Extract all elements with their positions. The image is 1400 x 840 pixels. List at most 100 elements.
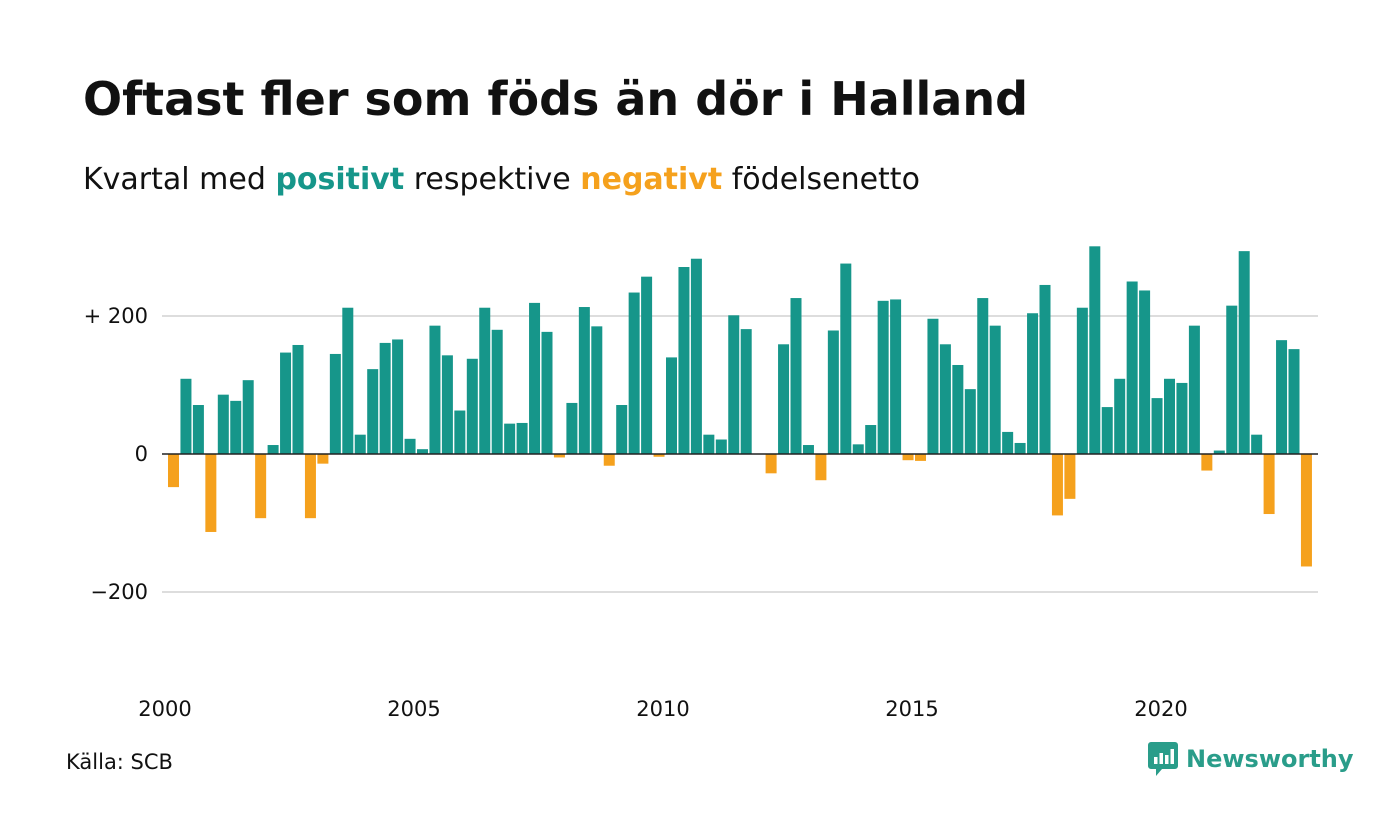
bar-positive — [1251, 434, 1263, 454]
bar-positive — [1288, 349, 1300, 454]
bar-positive — [242, 380, 254, 454]
bar-positive — [1076, 307, 1088, 454]
bar-positive — [329, 353, 341, 454]
newsworthy-logo-icon — [1148, 742, 1178, 776]
bar-positive — [1139, 290, 1151, 454]
bar-positive — [1176, 382, 1188, 454]
bar-negative — [205, 454, 217, 532]
bar-positive — [1126, 281, 1138, 454]
bar-positive — [566, 402, 578, 454]
bar-positive — [778, 344, 790, 454]
bar-positive — [1039, 284, 1051, 454]
bar-positive — [1151, 398, 1163, 454]
bar-negative — [1051, 454, 1063, 516]
bar-negative — [255, 454, 267, 519]
bar-positive — [354, 434, 366, 454]
bar-positive — [466, 358, 478, 454]
brand-name: Newsworthy — [1186, 745, 1354, 773]
bar-negative — [603, 454, 615, 466]
chart-subtitle: Kvartal med positivt respektive negativt… — [83, 162, 920, 197]
bar-negative — [1064, 454, 1076, 499]
bar-negative — [815, 454, 827, 481]
bar-positive — [591, 326, 603, 454]
bar-positive — [1002, 431, 1014, 454]
bar-positive — [964, 389, 976, 454]
bar-positive — [367, 369, 379, 454]
bar-positive — [877, 300, 889, 454]
bar-positive — [541, 331, 553, 454]
bar-positive — [454, 410, 466, 454]
bar-positive — [989, 325, 1001, 454]
y-tick-label: 0 — [135, 442, 148, 466]
bar-positive — [666, 357, 677, 454]
bar-positive — [703, 434, 715, 454]
bar-positive — [417, 449, 428, 454]
bar-positive — [939, 344, 951, 454]
subtitle-positive-word: positivt — [275, 162, 405, 197]
subtitle-suffix: födelsenetto — [731, 162, 920, 197]
bar-negative — [653, 454, 665, 457]
bar-negative — [168, 454, 179, 488]
bar-positive — [616, 405, 628, 454]
bar-positive — [1226, 305, 1238, 454]
subtitle-prefix: Kvartal med — [83, 162, 266, 197]
bar-positive — [690, 258, 702, 454]
x-tick-label: 2005 — [387, 697, 440, 721]
source-note: Källa: SCB — [66, 750, 173, 774]
bar-positive — [840, 263, 852, 454]
bar-positive — [628, 292, 640, 454]
subtitle-middle: respektive — [413, 162, 571, 197]
bar-positive — [504, 423, 516, 454]
bar-negative — [902, 454, 914, 461]
bar-positive — [728, 315, 740, 454]
bar-positive — [927, 318, 939, 454]
brand-logo: Newsworthy — [1148, 742, 1354, 776]
bar-negative — [553, 454, 565, 458]
x-tick-label: 2020 — [1134, 697, 1187, 721]
x-tick-label: 2000 — [138, 697, 191, 721]
bar-positive — [977, 298, 989, 454]
bar-positive — [230, 400, 242, 454]
bar-positive — [790, 298, 802, 454]
bar-positive — [1188, 325, 1200, 454]
bar-positive — [479, 307, 491, 454]
bar-positive — [578, 307, 590, 454]
bar-positive — [516, 422, 528, 454]
bar-positive — [192, 405, 204, 454]
bar-negative — [915, 454, 926, 461]
bar-positive — [217, 394, 229, 454]
bar-positive — [1014, 442, 1026, 454]
bar-positive — [379, 342, 391, 454]
y-tick-label: −200 — [90, 580, 148, 604]
bar-positive — [890, 299, 902, 454]
bar-negative — [1300, 454, 1312, 567]
x-tick-label: 2010 — [636, 697, 689, 721]
bar-positive — [641, 276, 653, 454]
chart-title: Oftast fler som föds än dör i Halland — [83, 72, 1028, 126]
bar-positive — [1164, 378, 1175, 454]
bar-positive — [441, 355, 453, 454]
bar-positive — [529, 302, 541, 454]
bar-negative — [765, 454, 777, 474]
bar-positive — [1101, 407, 1113, 454]
y-tick-label: + 200 — [84, 304, 148, 328]
bar-positive — [952, 364, 964, 454]
bar-negative — [317, 454, 329, 464]
bar-positive — [392, 339, 404, 454]
bar-positive — [1213, 450, 1225, 454]
bar-positive — [342, 307, 354, 454]
bar-positive — [404, 438, 416, 454]
bar-positive — [1276, 340, 1288, 454]
bar-positive — [267, 445, 279, 454]
bar-positive — [802, 445, 814, 454]
bar-positive — [491, 329, 503, 454]
bar-negative — [1263, 454, 1275, 515]
bar-positive — [715, 439, 727, 454]
bar-positive — [1238, 251, 1250, 454]
bar-negative — [1201, 454, 1213, 471]
bar-negative — [304, 454, 316, 519]
bar-positive — [678, 267, 690, 454]
bar-positive — [852, 444, 864, 454]
bar-positive — [280, 352, 292, 454]
